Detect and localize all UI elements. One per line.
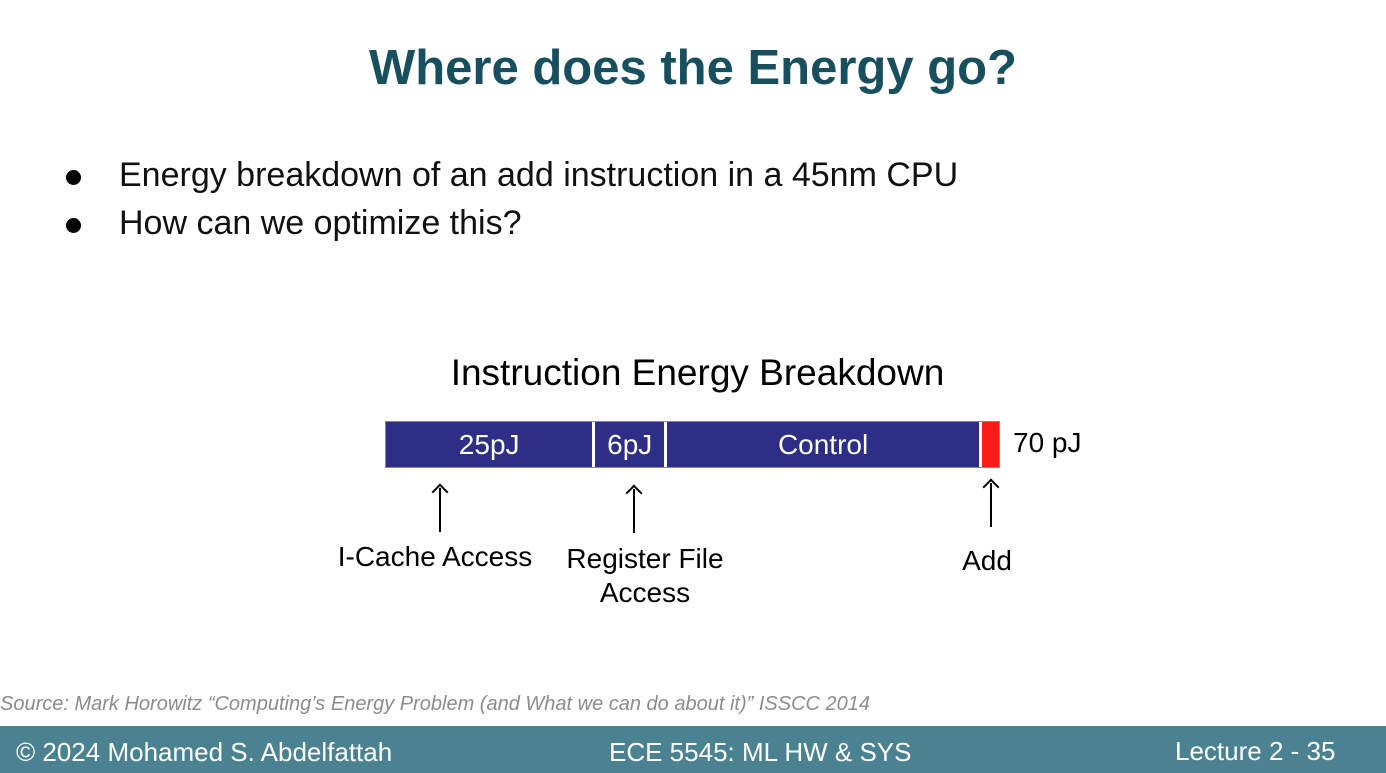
footer-copyright: © 2024 Mohamed S. Abdelfattah — [16, 737, 393, 767]
segment-divider — [592, 422, 596, 467]
segment-divider — [664, 422, 668, 467]
footer-page-number: Lecture 2 - 35 — [1175, 736, 1336, 766]
segment-icache: 25pJ — [458, 428, 520, 460]
slide-title: Where does the Energy go? — [369, 41, 1017, 95]
label-icache-access: I-Cache Access — [337, 541, 533, 572]
segment-control: Control — [777, 428, 869, 460]
source-citation: Source: Mark Horowitz “Computing’s Energ… — [0, 693, 871, 715]
segment-add — [982, 422, 999, 467]
bullet-item: Energy breakdown of an add instruction i… — [62, 153, 958, 201]
figure-title: Instruction Energy Breakdown — [450, 352, 945, 393]
footer-course: ECE 5545: ML HW & SYS — [609, 737, 912, 767]
bullet-dot-icon — [66, 170, 81, 185]
footer-bar: © 2024 Mohamed S. Abdelfattah ECE 5545: … — [0, 726, 1386, 773]
label-add: Add — [962, 545, 1012, 576]
bullet-text: How can we optimize this? — [119, 204, 522, 242]
energy-bar: 25pJ 6pJ Control — [385, 421, 1000, 468]
bullet-dot-icon — [66, 218, 81, 233]
label-line: Register File — [566, 543, 724, 574]
label-register-file-access: Register File Access — [545, 542, 745, 610]
bullet-item: How can we optimize this? — [62, 201, 958, 249]
arrow-up-icon — [624, 484, 644, 533]
bullet-list: Energy breakdown of an add instruction i… — [62, 153, 958, 249]
label-line: Access — [599, 577, 691, 608]
total-energy-label: 70 pJ — [1013, 427, 1082, 458]
segment-regfile: 6pJ — [607, 428, 653, 460]
bullet-text: Energy breakdown of an add instruction i… — [119, 156, 959, 194]
arrow-up-icon — [430, 483, 450, 532]
arrow-up-icon — [981, 478, 1001, 527]
segment-divider — [979, 422, 983, 467]
